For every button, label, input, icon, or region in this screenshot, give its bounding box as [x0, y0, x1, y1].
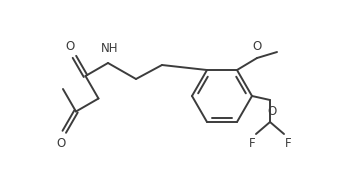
Text: O: O	[252, 40, 262, 53]
Text: O: O	[66, 40, 75, 53]
Text: F: F	[285, 137, 291, 150]
Text: O: O	[57, 137, 66, 150]
Text: F: F	[249, 137, 255, 150]
Text: O: O	[267, 105, 277, 118]
Text: NH: NH	[101, 42, 119, 55]
